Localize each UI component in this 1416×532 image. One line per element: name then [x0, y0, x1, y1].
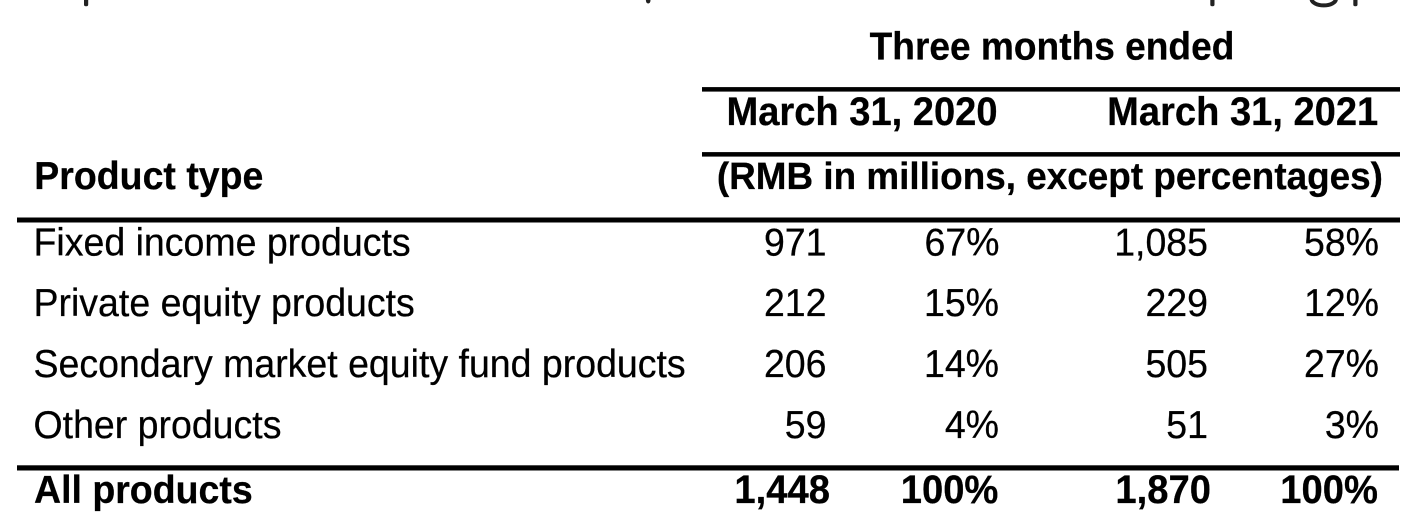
svg-text:Fixed income products: Fixed income products — [34, 221, 411, 265]
svg-text:100%: 100% — [901, 468, 999, 512]
svg-text:1,085: 1,085 — [1114, 221, 1208, 265]
svg-text:67%: 67% — [924, 221, 999, 265]
svg-text:15%: 15% — [924, 281, 999, 325]
svg-text:Other products: Other products — [34, 403, 282, 447]
svg-text:Three months ended: Three months ended — [870, 26, 1235, 69]
svg-text:14%: 14% — [924, 342, 999, 386]
svg-text:59: 59 — [785, 403, 827, 447]
svg-text:3%: 3% — [1325, 403, 1379, 447]
svg-text:4%: 4% — [945, 403, 999, 447]
svg-text:51: 51 — [1166, 403, 1208, 447]
svg-text:229: 229 — [1145, 281, 1208, 325]
svg-text:100%: 100% — [1280, 468, 1378, 512]
svg-text:505: 505 — [1145, 342, 1208, 386]
svg-text:206: 206 — [764, 342, 827, 386]
svg-text:Secondary market equity fund p: Secondary market equity fund products — [34, 342, 686, 386]
svg-text:(RMB in millions, except perce: (RMB in millions, except percentages) — [717, 155, 1383, 198]
svg-text:1,448: 1,448 — [734, 468, 830, 512]
svg-text:58%: 58% — [1304, 221, 1379, 265]
svg-text:March 31, 2021: March 31, 2021 — [1107, 91, 1378, 135]
svg-text:971: 971 — [764, 221, 827, 265]
svg-text:12%: 12% — [1304, 281, 1379, 325]
svg-text:All products: All products — [34, 468, 253, 512]
svg-text:27%: 27% — [1304, 342, 1379, 386]
svg-text:March 31, 2020: March 31, 2020 — [726, 91, 997, 135]
svg-text:1,870: 1,870 — [1115, 468, 1211, 512]
svg-text:Product type: Product type — [34, 155, 263, 199]
svg-text:212: 212 — [764, 281, 827, 325]
svg-text:Private equity products: Private equity products — [34, 281, 415, 325]
